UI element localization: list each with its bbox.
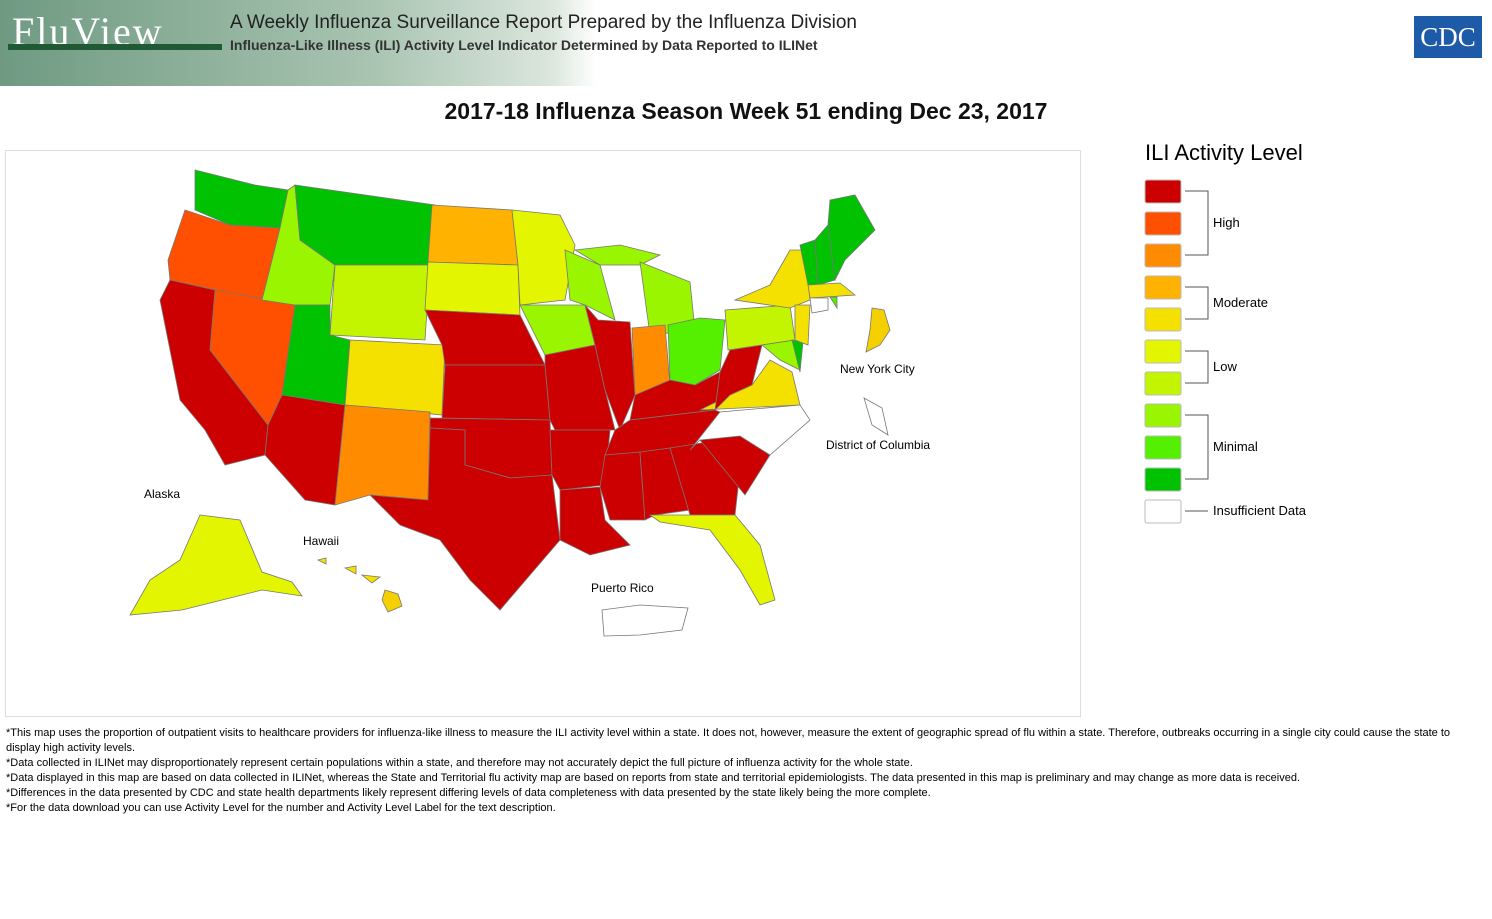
legend-swatch [1144,307,1182,332]
legend: High Moderate Low Minimal Insufficient Data [1144,179,1307,524]
state [827,194,876,282]
legend-swatch [1144,403,1182,428]
legend-swatch [1144,467,1182,492]
state [564,249,616,321]
footnote: *Differences in the data presented by CD… [6,787,931,799]
legend-label: High [1213,215,1240,230]
state [368,427,561,611]
inset [863,397,889,436]
state [807,282,857,299]
legend-swatch [1144,339,1182,364]
legend-swatch [1144,275,1182,300]
map-label: District of Columbia [826,438,930,452]
legend-swatch [1144,179,1182,204]
state [427,204,519,266]
inset [865,307,891,353]
header-title: A Weekly Influenza Surveillance Report P… [230,12,857,33]
island [316,557,327,565]
legend-bracket [1185,350,1209,384]
state [573,244,662,266]
state [511,209,576,306]
states [129,169,891,637]
map: New York City District of Columbia Alask… [129,140,1307,637]
legend-label: Moderate [1213,295,1268,310]
state [424,261,521,316]
state [639,447,691,521]
legend-swatch [1144,243,1182,268]
state [809,297,829,314]
state [733,249,811,309]
legend-swatch [1144,499,1182,524]
state [129,514,303,616]
header-subtitle: Influenza-Like Illness (ILI) Activity Le… [230,37,818,53]
inset [601,604,689,637]
island [381,589,403,613]
state [794,304,811,346]
state [689,404,811,456]
state [599,451,646,521]
legend-label: Minimal [1213,439,1258,454]
map-label: Hawaii [303,534,339,548]
map-label: Alaska [144,487,180,501]
state [829,296,838,310]
map-label: New York City [840,362,915,376]
state [584,304,636,432]
legend-swatch [1144,211,1182,236]
legend-title: ILI Activity Level [1145,140,1303,165]
footnote: *For the data download you can use Activ… [6,802,556,814]
legend-swatch [1144,371,1182,396]
island [360,574,382,584]
legend-label: Insufficient Data [1213,503,1307,518]
header: FluView A Weekly Influenza Surveillance … [0,0,1492,86]
logo-bar [8,44,222,50]
map-title: 2017-18 Influenza Season Week 51 ending … [444,98,1048,124]
state [648,514,776,606]
state [344,339,446,416]
legend-bracket [1185,286,1209,320]
island [343,565,357,575]
state [549,429,611,491]
legend-bracket [1185,190,1209,256]
state [329,264,431,341]
footnote: *This map uses the proportion of outpati… [6,727,1451,754]
legend-swatch [1144,435,1182,460]
legend-label: Low [1213,359,1237,374]
legend-bracket [1185,414,1209,480]
footnote: *Data displayed in this map are based on… [6,772,1300,784]
footnote: *Data collected in ILINet may disproport… [6,757,913,769]
state [441,364,551,421]
state [264,394,346,506]
map-frame [5,150,1081,717]
footnotes: *This map uses the proportion of outpati… [6,726,1476,816]
state [334,404,431,506]
agency-logo: CDC [1414,16,1482,58]
map-label: Puerto Rico [591,581,654,595]
